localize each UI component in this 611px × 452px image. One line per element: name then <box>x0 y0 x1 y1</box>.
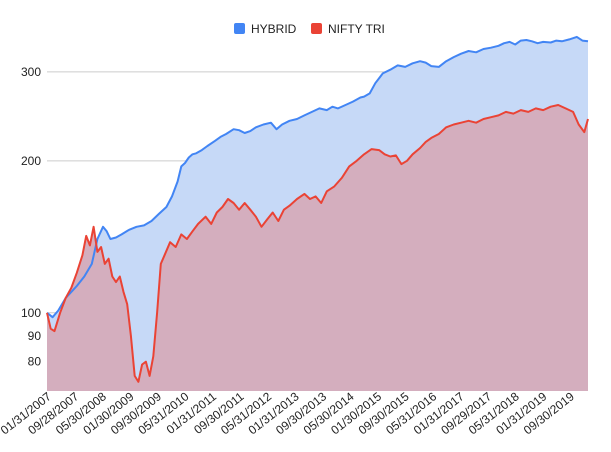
legend-swatch-hybrid <box>234 23 245 34</box>
legend-swatch-nifty-tri <box>311 23 322 34</box>
legend: HYBRID NIFTY TRI <box>234 22 385 36</box>
y-tick-label: 300 <box>21 65 41 79</box>
y-tick-label: 80 <box>28 355 42 369</box>
line-nifty-tri <box>46 104 589 383</box>
y-tick-label: 90 <box>28 329 42 343</box>
x-axis-labels: 01/31/200709/28/200705/30/200801/30/2009… <box>0 389 577 437</box>
line-hybrid <box>46 35 589 319</box>
area-nifty-tri <box>47 105 588 391</box>
y-axis-labels: 80 90 100 200 300 <box>21 65 41 369</box>
legend-label-hybrid: HYBRID <box>251 22 297 36</box>
legend-label-nifty-tri: NIFTY TRI <box>328 22 385 36</box>
series-lines <box>46 35 589 383</box>
y-tick-label: 200 <box>21 154 41 168</box>
plot-areas <box>47 36 588 392</box>
y-tick-label: 100 <box>21 306 41 320</box>
